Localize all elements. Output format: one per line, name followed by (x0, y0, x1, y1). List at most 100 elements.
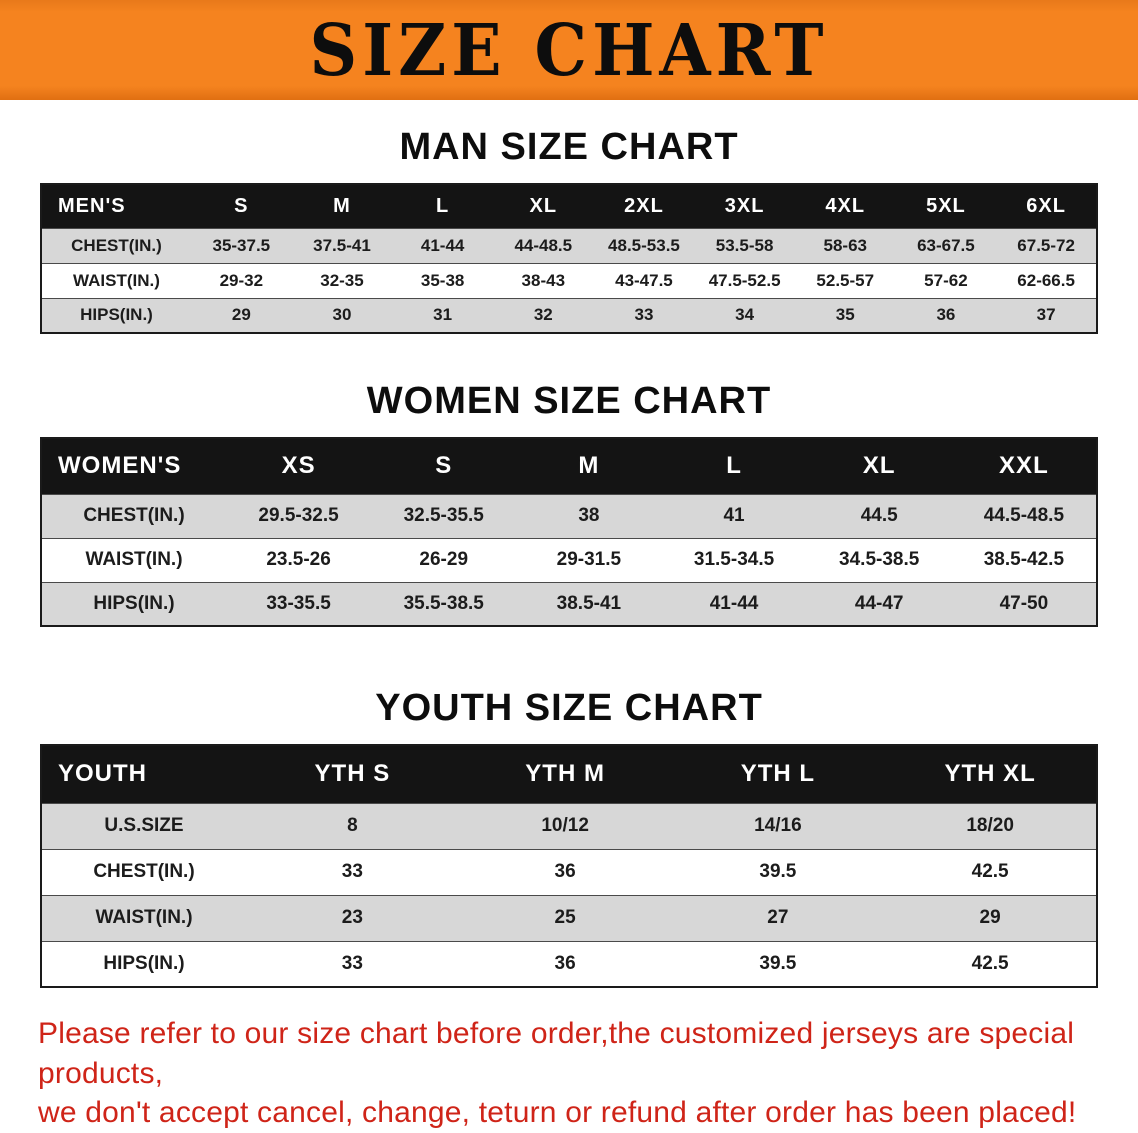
size-column-header: XL (529, 194, 558, 217)
size-value-cell: 38.5-42.5 (951, 537, 1097, 582)
table-title-cell: WOMEN'S (58, 452, 182, 480)
size-value-cell: 29 (191, 297, 292, 333)
size-value-cell: 31 (392, 297, 493, 333)
disclaimer-line-2: we don't accept cancel, change, teturn o… (38, 1096, 1077, 1130)
disclaimer-line-1: Please refer to our size chart before or… (38, 1017, 1075, 1090)
size-value-cell: 33 (246, 848, 459, 895)
table-row: CHEST(IN.) 29.5-32.5 32.5-35.5 38 41 44.5 44.5… (41, 493, 1097, 538)
disclaimer: Please refer to our size chart before or… (38, 1014, 1100, 1133)
size-value-cell: 47.5-52.5 (694, 262, 795, 298)
size-column-header: 5XL (926, 194, 966, 217)
size-value-cell: 57-62 (895, 262, 997, 298)
size-column-header: 2XL (624, 194, 664, 217)
size-table: MEN'S S M L XL 2XL 3XL 4XL 5XL 6XL CHEST(IN.) 35-37… (40, 183, 1098, 334)
youth-size-section: YOUTH SIZE CHART YOUTH YTH S YTH M YTH L YTH… (0, 687, 1138, 988)
row-label-cell: CHEST(IN.) (41, 493, 226, 538)
size-value-cell: 35 (794, 297, 896, 333)
size-column-header: 3XL (724, 194, 765, 217)
size-column-header: M (578, 452, 600, 480)
size-value-cell: 26-29 (371, 537, 517, 582)
table-row: HIPS(IN.) 29 30 31 32 33 34 35 36 37 (41, 297, 1097, 333)
size-column-header: XXL (999, 452, 1049, 480)
size-value-cell: 67.5-72 (996, 227, 1097, 263)
size-value-cell: 29 (884, 894, 1097, 941)
size-value-cell: 33 (246, 940, 459, 987)
table-row: U.S.SIZE 8 10/12 14/16 18/20 (41, 802, 1097, 849)
row-label-cell: WAIST(IN.) (41, 262, 191, 298)
size-value-cell: 44.5-48.5 (951, 493, 1097, 538)
size-value-cell: 29-31.5 (516, 537, 662, 582)
table-row: WAIST(IN.) 29-32 32-35 35-38 38-43 43-47.5 47.… (41, 262, 1097, 298)
men-section-heading: MAN SIZE CHART (399, 126, 739, 168)
size-value-cell: 23.5-26 (226, 537, 372, 582)
women-section-heading: WOMEN SIZE CHART (366, 380, 772, 422)
size-column-header: YTH L (740, 760, 816, 788)
row-label-cell: CHEST(IN.) (41, 848, 246, 895)
size-value-cell: 44.5 (806, 493, 952, 538)
row-label-cell: HIPS(IN.) (41, 297, 191, 333)
size-column-header: 6XL (1026, 194, 1066, 217)
size-value-cell: 34.5-38.5 (806, 537, 952, 582)
size-value-cell: 41 (661, 493, 807, 538)
table-title-cell: MEN'S (58, 194, 126, 217)
size-value-cell: 29.5-32.5 (226, 493, 372, 538)
table-row: WAIST(IN.) 23 25 27 29 (41, 894, 1097, 941)
size-value-cell: 42.5 (884, 848, 1097, 895)
size-value-cell: 29-32 (191, 262, 292, 298)
size-value-cell: 31.5-34.5 (661, 537, 807, 582)
size-table: YOUTH YTH S YTH M YTH L YTH XL U.S.SIZE 8 10/12… (40, 744, 1098, 988)
table-title-cell: YOUTH (58, 760, 147, 788)
table-row: HIPS(IN.) 33-35.5 35.5-38.5 38.5-41 41-44 44-… (41, 581, 1097, 626)
row-label-cell: WAIST(IN.) (41, 894, 246, 941)
size-value-cell: 38.5-41 (516, 581, 662, 626)
table-row: CHEST(IN.) 35-37.5 37.5-41 41-44 44-48.5 48.5… (41, 227, 1097, 263)
size-value-cell: 43-47.5 (593, 262, 695, 298)
row-label-cell: CHEST(IN.) (41, 227, 191, 263)
size-value-cell: 62-66.5 (996, 262, 1097, 298)
size-table: WOMEN'S XS S M L XL XXL CHEST(IN.) 29.5-32.5 32.5… (40, 437, 1098, 627)
size-value-cell: 32.5-35.5 (371, 493, 517, 538)
size-value-cell: 18/20 (884, 802, 1097, 849)
size-value-cell: 58-63 (794, 227, 896, 263)
women-size-section: WOMEN SIZE CHART WOMEN'S XS S M L XL XXL CHEST(… (0, 380, 1138, 627)
size-value-cell: 37 (996, 297, 1097, 333)
size-value-cell: 8 (246, 802, 459, 849)
size-value-cell: 52.5-57 (794, 262, 896, 298)
row-label-cell: HIPS(IN.) (41, 940, 246, 987)
size-value-cell: 38 (516, 493, 662, 538)
row-label-cell: HIPS(IN.) (41, 581, 226, 626)
size-value-cell: 38-43 (492, 262, 594, 298)
men-size-table-wrap: MEN'S S M L XL 2XL 3XL 4XL 5XL 6XL CHEST(IN.) 35-37… (40, 183, 1098, 334)
row-label-cell: WAIST(IN.) (41, 537, 226, 582)
size-column-header: YTH S (314, 760, 391, 788)
size-value-cell: 34 (694, 297, 795, 333)
table-row: CHEST(IN.) 33 36 39.5 42.5 (41, 848, 1097, 895)
table-header-row: WOMEN'S XS S M L XL XXL (41, 438, 1097, 494)
youth-size-table-wrap: YOUTH YTH S YTH M YTH L YTH XL U.S.SIZE 8 10/12… (40, 744, 1098, 988)
size-column-header: YTH XL (944, 760, 1036, 788)
size-value-cell: 37.5-41 (291, 227, 393, 263)
banner: SIZE CHART (0, 0, 1138, 100)
women-size-table-wrap: WOMEN'S XS S M L XL XXL CHEST(IN.) 29.5-32.5 32.5… (40, 437, 1098, 627)
size-column-header: S (234, 194, 249, 217)
size-value-cell: 33 (593, 297, 695, 333)
size-column-header: S (435, 452, 453, 480)
size-value-cell: 41-44 (392, 227, 493, 263)
table-header-row: YOUTH YTH S YTH M YTH L YTH XL (41, 745, 1097, 803)
size-value-cell: 39.5 (671, 940, 885, 987)
size-value-cell: 32-35 (291, 262, 393, 298)
size-value-cell: 41-44 (661, 581, 807, 626)
size-value-cell: 42.5 (884, 940, 1097, 987)
size-value-cell: 14/16 (671, 802, 885, 849)
size-value-cell: 35.5-38.5 (371, 581, 517, 626)
men-size-section: MAN SIZE CHART MEN'S S M L XL 2XL 3XL 4XL 5XL 6XL… (0, 126, 1138, 334)
size-value-cell: 44-48.5 (492, 227, 594, 263)
size-value-cell: 36 (458, 848, 672, 895)
size-column-header: XS (281, 452, 316, 480)
size-value-cell: 63-67.5 (895, 227, 997, 263)
size-column-header: L (726, 452, 742, 480)
size-value-cell: 35-37.5 (191, 227, 292, 263)
table-row: HIPS(IN.) 33 36 39.5 42.5 (41, 940, 1097, 987)
size-value-cell: 27 (671, 894, 885, 941)
